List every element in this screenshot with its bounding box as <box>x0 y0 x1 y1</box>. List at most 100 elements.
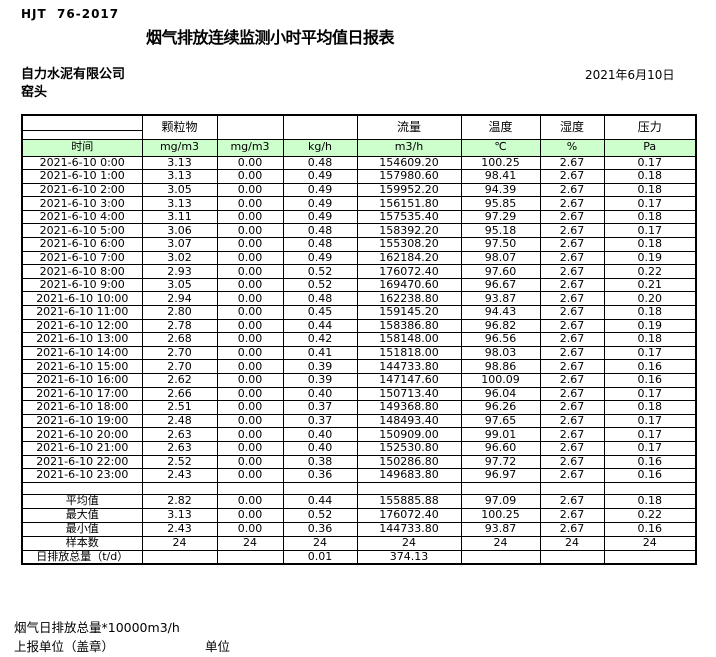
cell: 3.05 <box>141 277 218 293</box>
cell: 157980.60 <box>356 169 462 184</box>
cell: 169470.60 <box>356 277 462 293</box>
cell: 2.82 <box>141 493 218 509</box>
cell: 2.67 <box>539 305 605 320</box>
cell: 3.02 <box>141 250 218 266</box>
cell: 2021-6-10 17:00 <box>21 386 143 402</box>
cell: 2.67 <box>539 291 605 307</box>
summary-rows: 平均值 2.82 0.00 0.44 155885.88 97.09 2.67 0.18 最大值… <box>21 493 697 565</box>
cell: 96.56 <box>460 332 541 347</box>
cell: 24 <box>460 535 541 551</box>
cell: 97.72 <box>460 454 541 470</box>
cell: 0.22 <box>603 264 697 279</box>
data-row: 2021-6-10 7:00 3.02 0.00 0.49 162184.20 98.07… <box>21 250 697 266</box>
cell: 样本数 <box>21 535 143 551</box>
cell: 0.00 <box>216 182 284 198</box>
cell: 0.00 <box>216 521 284 537</box>
cell: 0.00 <box>216 400 284 415</box>
cell: 2.93 <box>141 264 218 279</box>
cell: 2.68 <box>141 332 218 347</box>
cell: 2.67 <box>539 169 605 184</box>
cell: 100.25 <box>460 507 541 523</box>
cell: 0.39 <box>282 373 358 388</box>
cell: 2.67 <box>539 427 605 442</box>
cell: 2.67 <box>539 521 605 537</box>
data-row: 2021-6-10 9:00 3.05 0.00 0.52 169470.60 96.67… <box>21 277 697 293</box>
cell: 149683.80 <box>356 468 462 483</box>
cell: 0.39 <box>282 359 358 374</box>
cell: 2021-6-10 14:00 <box>21 345 143 361</box>
cell: 0.00 <box>216 386 284 402</box>
cell: 0.18 <box>603 305 697 320</box>
cell: 96.26 <box>460 400 541 415</box>
cell: 0.17 <box>603 413 697 429</box>
monitoring-table: 颗粒物 流量 温度 湿度 压力 时间 mg/m3 mg/m3 kg/h m3/h… <box>21 114 697 566</box>
cell: 2.67 <box>539 209 605 225</box>
cell: 24 <box>141 535 218 551</box>
cell: 2021-6-10 22:00 <box>21 454 143 470</box>
cell: 2.67 <box>539 182 605 198</box>
cell: 2.63 <box>141 427 218 442</box>
data-row: 2021-6-10 19:00 2.48 0.00 0.37 148493.40 97.6… <box>21 413 697 429</box>
cell: 150909.00 <box>356 427 462 442</box>
cell: 0.17 <box>603 196 697 211</box>
col-group-empty-2 <box>282 114 358 140</box>
spacer-cell <box>141 481 218 495</box>
cell: 2.80 <box>141 305 218 320</box>
cell: 0.52 <box>282 264 358 279</box>
header-rows: 颗粒物 流量 温度 湿度 压力 时间 mg/m3 mg/m3 kg/h m3/h… <box>21 114 697 157</box>
cell: 0.52 <box>282 277 358 293</box>
cell: 0.18 <box>603 400 697 415</box>
cell: 0.17 <box>603 345 697 361</box>
cell: 2.63 <box>141 440 218 456</box>
cell: 97.60 <box>460 264 541 279</box>
data-row: 2021-6-10 18:00 2.51 0.00 0.37 149368.80 96.2… <box>21 400 697 415</box>
cell: 95.85 <box>460 196 541 211</box>
cell: 0.17 <box>603 427 697 442</box>
cell: 2.70 <box>141 359 218 374</box>
cell: 0.01 <box>282 549 358 565</box>
cell: 2.67 <box>539 413 605 429</box>
cell: 176072.40 <box>356 264 462 279</box>
cell: 2.67 <box>539 155 605 171</box>
cell: 2.70 <box>141 345 218 361</box>
data-rows: 2021-6-10 0:00 3.13 0.00 0.48 154609.20 100.2… <box>21 155 697 483</box>
data-row: 2021-6-10 23:00 2.43 0.00 0.36 149683.80 96.9… <box>21 468 697 483</box>
cell: 0.18 <box>603 209 697 225</box>
cell: 0.45 <box>282 305 358 320</box>
header-time: 时间 <box>21 138 143 157</box>
cell: 2021-6-10 10:00 <box>21 291 143 307</box>
cell: 0.40 <box>282 427 358 442</box>
cell: 0.16 <box>603 454 697 470</box>
header-empty-cell-bottom <box>21 129 143 140</box>
monitoring-location: 窑头 <box>21 85 48 100</box>
cell: 0.17 <box>603 155 697 171</box>
data-row: 2021-6-10 15:00 2.70 0.00 0.39 144733.80 98.8… <box>21 359 697 374</box>
cell: 2.43 <box>141 468 218 483</box>
cell: 2021-6-10 4:00 <box>21 209 143 225</box>
col-group-empty-1 <box>216 114 284 140</box>
data-row: 2021-6-10 20:00 2.63 0.00 0.40 150909.00 99.0… <box>21 427 697 442</box>
cell: 147147.60 <box>356 373 462 388</box>
cell: 2.67 <box>539 493 605 509</box>
cell: 2.67 <box>539 345 605 361</box>
cell: 98.86 <box>460 359 541 374</box>
cell: 3.13 <box>141 155 218 171</box>
cell: 2.67 <box>539 277 605 293</box>
cell: 2.78 <box>141 318 218 334</box>
cell: 162238.80 <box>356 291 462 307</box>
cell: 0.18 <box>603 182 697 198</box>
cell: 0.49 <box>282 209 358 225</box>
cell: 154609.20 <box>356 155 462 171</box>
col-group-pressure: 压力 <box>603 114 697 140</box>
cell: 0.00 <box>216 373 284 388</box>
cell <box>216 549 284 565</box>
cell: 155885.88 <box>356 493 462 509</box>
cell: 144733.80 <box>356 521 462 537</box>
cell: 0.20 <box>603 291 697 307</box>
cell: 156151.80 <box>356 196 462 211</box>
cell: 98.41 <box>460 169 541 184</box>
summary-row: 最小值 2.43 0.00 0.36 144733.80 93.87 2.67 0.16 <box>21 521 697 537</box>
cell: 0.19 <box>603 318 697 334</box>
cell: 97.65 <box>460 413 541 429</box>
cell: 0.00 <box>216 468 284 483</box>
